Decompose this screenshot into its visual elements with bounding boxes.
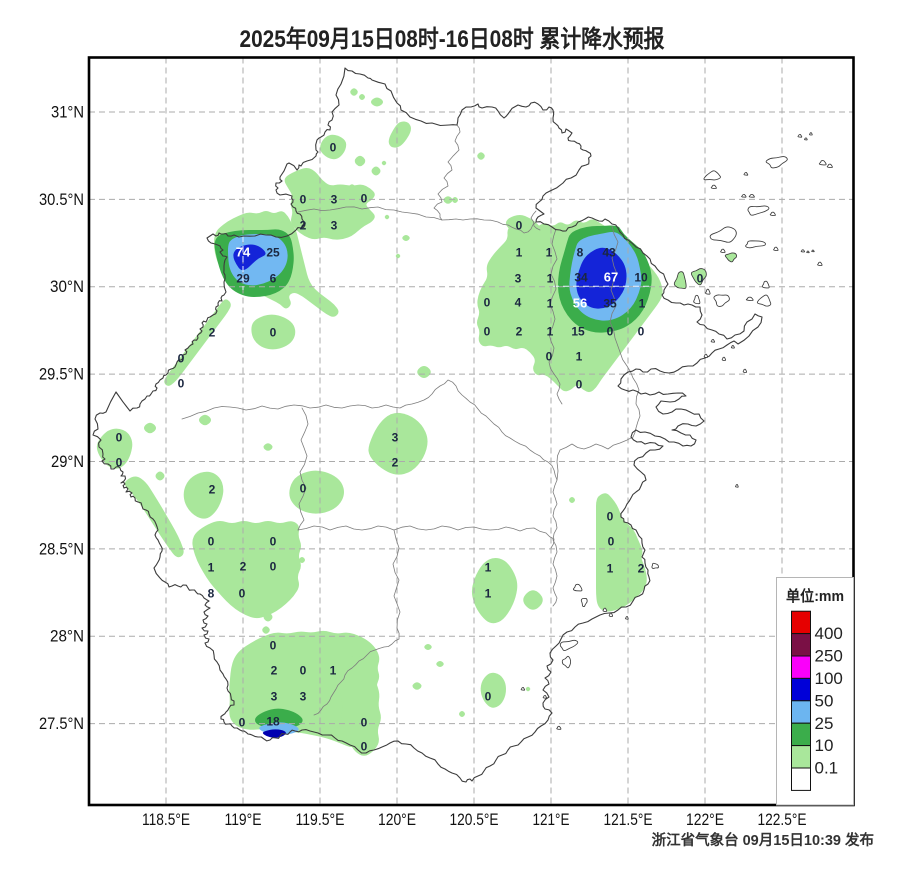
svg-text:18: 18: [266, 714, 280, 728]
svg-text:0: 0: [239, 715, 246, 729]
svg-text:1: 1: [547, 296, 554, 310]
svg-text:0: 0: [361, 739, 368, 753]
svg-text:0: 0: [300, 481, 307, 495]
svg-text:8: 8: [577, 245, 584, 259]
svg-text:67: 67: [604, 269, 618, 284]
svg-text:0: 0: [178, 351, 185, 365]
svg-text:121.5°E: 121.5°E: [604, 810, 653, 829]
svg-text:120°E: 120°E: [378, 810, 416, 829]
svg-text:单位:mm: 单位:mm: [786, 587, 844, 605]
svg-text:10: 10: [634, 270, 648, 284]
svg-text:119°E: 119°E: [225, 810, 262, 829]
svg-text:0: 0: [270, 638, 277, 652]
svg-text:6: 6: [270, 271, 277, 285]
svg-text:0: 0: [208, 534, 215, 548]
svg-text:0: 0: [270, 534, 277, 548]
svg-text:2: 2: [300, 218, 307, 232]
svg-text:250: 250: [815, 647, 843, 666]
svg-text:3: 3: [271, 689, 278, 703]
svg-text:121°E: 121°E: [533, 810, 570, 829]
svg-text:1: 1: [208, 560, 215, 574]
svg-text:56: 56: [573, 295, 587, 310]
svg-text:0: 0: [576, 377, 583, 391]
svg-text:119.5°E: 119.5°E: [296, 810, 345, 829]
svg-text:0: 0: [697, 271, 704, 285]
svg-text:30.5°N: 30.5°N: [39, 190, 84, 209]
svg-text:2: 2: [209, 325, 216, 339]
svg-text:400: 400: [815, 624, 843, 643]
svg-text:1: 1: [516, 245, 523, 259]
svg-text:2: 2: [392, 455, 399, 469]
svg-text:120.5°E: 120.5°E: [450, 810, 499, 829]
svg-text:25: 25: [815, 714, 834, 733]
svg-text:1: 1: [639, 296, 646, 310]
svg-text:122°E: 122°E: [686, 810, 724, 829]
svg-text:118.5°E: 118.5°E: [142, 810, 190, 829]
svg-text:2: 2: [240, 559, 247, 573]
svg-text:0: 0: [484, 324, 491, 338]
svg-text:3: 3: [331, 192, 338, 206]
svg-text:29: 29: [236, 271, 250, 285]
svg-text:0: 0: [485, 689, 492, 703]
svg-text:0: 0: [270, 559, 277, 573]
svg-text:1: 1: [547, 271, 554, 285]
svg-text:0: 0: [638, 324, 645, 338]
svg-text:0: 0: [484, 295, 491, 309]
svg-text:2: 2: [638, 561, 645, 575]
svg-text:0: 0: [516, 218, 523, 232]
svg-text:4: 4: [515, 295, 522, 309]
svg-text:3: 3: [392, 430, 399, 444]
svg-text:0: 0: [178, 376, 185, 390]
svg-text:0.1: 0.1: [815, 759, 839, 778]
svg-text:1: 1: [547, 324, 554, 338]
svg-text:0: 0: [608, 534, 615, 548]
svg-text:1: 1: [546, 245, 553, 259]
svg-text:30°N: 30°N: [50, 277, 84, 296]
svg-text:100: 100: [815, 669, 843, 688]
svg-text:43: 43: [602, 245, 616, 259]
svg-text:29.5°N: 29.5°N: [39, 365, 84, 384]
svg-text:0: 0: [607, 324, 614, 338]
svg-text:1: 1: [607, 561, 614, 575]
svg-text:0: 0: [361, 715, 368, 729]
svg-text:10: 10: [815, 736, 834, 755]
svg-text:0: 0: [300, 663, 307, 677]
svg-text:74: 74: [236, 244, 251, 259]
svg-text:0: 0: [239, 586, 246, 600]
svg-text:3: 3: [515, 271, 522, 285]
svg-text:0: 0: [330, 140, 337, 154]
svg-text:50: 50: [815, 691, 834, 710]
svg-text:3: 3: [300, 689, 307, 703]
svg-text:2: 2: [209, 482, 216, 496]
svg-text:25: 25: [266, 245, 280, 259]
svg-text:0: 0: [300, 192, 307, 206]
svg-text:1: 1: [485, 560, 492, 574]
svg-text:0: 0: [116, 455, 123, 469]
svg-text:8: 8: [208, 586, 215, 600]
svg-text:34: 34: [574, 270, 588, 284]
svg-text:3: 3: [331, 218, 338, 232]
svg-text:28.5°N: 28.5°N: [39, 539, 84, 558]
svg-text:0: 0: [116, 430, 123, 444]
svg-text:1: 1: [576, 349, 583, 363]
svg-text:0: 0: [607, 509, 614, 523]
svg-text:2025年09月15日08时-16日08时 累计降水预报: 2025年09月15日08时-16日08时 累计降水预报: [240, 25, 665, 53]
svg-text:0: 0: [361, 191, 368, 205]
svg-text:29°N: 29°N: [51, 452, 84, 471]
svg-text:1: 1: [330, 663, 337, 677]
svg-text:27.5°N: 27.5°N: [39, 714, 84, 733]
svg-text:2: 2: [516, 324, 523, 338]
svg-text:0: 0: [270, 325, 277, 339]
svg-text:122.5°E: 122.5°E: [758, 810, 807, 829]
svg-text:28°N: 28°N: [50, 627, 84, 646]
svg-text:1: 1: [485, 586, 492, 600]
svg-text:31°N: 31°N: [51, 103, 84, 122]
svg-text:15: 15: [571, 324, 585, 338]
svg-text:浙江省气象台 09月15日10:39 发布: 浙江省气象台 09月15日10:39 发布: [652, 831, 874, 849]
svg-text:2: 2: [271, 663, 278, 677]
svg-text:35: 35: [603, 296, 617, 310]
svg-text:0: 0: [546, 349, 553, 363]
